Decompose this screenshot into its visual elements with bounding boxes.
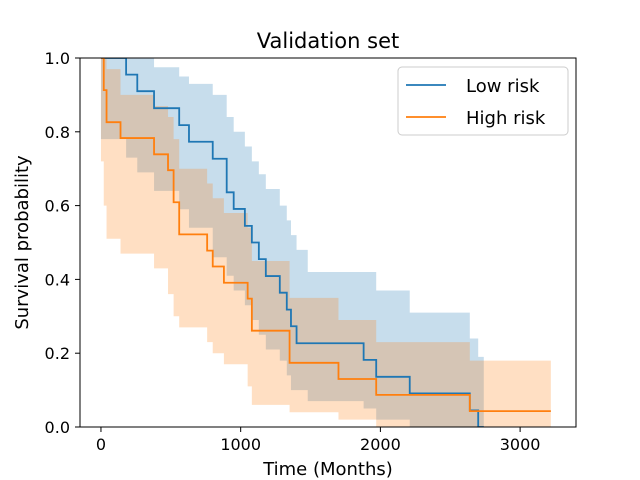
legend-label-low-risk: Low risk <box>466 76 540 97</box>
x-axis-label: Time (Months) <box>262 459 393 480</box>
x-tick-label: 1000 <box>220 435 261 454</box>
legend-box <box>397 66 569 136</box>
x-tick-label: 0 <box>96 435 106 454</box>
y-tick-label: 1.0 <box>45 49 70 68</box>
legend-label-high-risk: High risk <box>466 108 546 129</box>
y-axis-label: Survival probability <box>12 155 33 330</box>
legend: Low risk High risk <box>397 66 569 136</box>
chart-title: Validation set <box>257 29 399 53</box>
plot-frame <box>79 57 577 428</box>
high-risk-survival-line <box>100 58 551 413</box>
y-tick-label: 0.0 <box>45 418 70 437</box>
y-tick-label: 0.2 <box>45 344 70 363</box>
plot-area <box>100 58 551 427</box>
x-tick-label: 3000 <box>500 435 541 454</box>
y-tick-label: 0.6 <box>45 197 70 216</box>
y-tick-label: 0.8 <box>45 123 70 142</box>
high-risk-confidence-band <box>100 58 551 427</box>
y-tick-label: 0.4 <box>45 270 70 289</box>
low-risk-confidence-band <box>100 58 484 427</box>
low-risk-survival-line <box>100 58 484 427</box>
x-tick-label: 2000 <box>360 435 401 454</box>
